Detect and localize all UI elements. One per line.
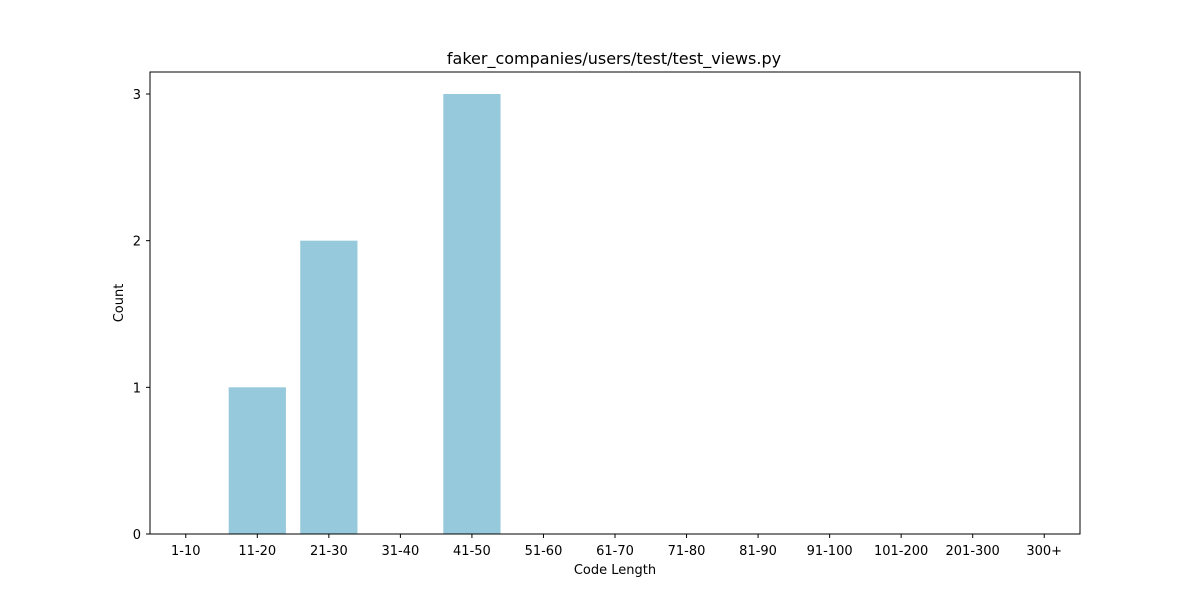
y-axis: 0 1 2 3 bbox=[133, 88, 150, 543]
x-tick-label: 21-30 bbox=[310, 544, 348, 559]
x-tick-label: 41-50 bbox=[453, 544, 491, 559]
x-tick-label: 91-100 bbox=[807, 544, 853, 559]
x-tick-label: 81-90 bbox=[739, 544, 777, 559]
x-tick-label: 61-70 bbox=[596, 544, 634, 559]
x-axis-label: Code Length bbox=[574, 563, 656, 578]
x-tick-label: 201-300 bbox=[946, 544, 1000, 559]
y-tick-label: 3 bbox=[133, 88, 141, 103]
y-tick-label: 2 bbox=[133, 235, 141, 250]
x-tick-label: 31-40 bbox=[381, 544, 419, 559]
bars-layer bbox=[228, 94, 501, 535]
y-tick-label: 0 bbox=[133, 528, 141, 543]
bar-21-30 bbox=[300, 240, 358, 535]
x-tick-label: 300+ bbox=[1026, 544, 1062, 559]
x-tick-label: 101-200 bbox=[874, 544, 928, 559]
x-tick-label: 1-10 bbox=[171, 544, 201, 559]
bar-11-20 bbox=[228, 387, 286, 534]
chart-title: faker_companies/users/test/test_views.py bbox=[447, 49, 781, 69]
x-tick-label: 51-60 bbox=[525, 544, 563, 559]
y-axis-label: Count bbox=[112, 284, 127, 323]
x-axis: 1-10 11-20 21-30 31-40 41-50 51-60 61-70 71-80 8… bbox=[171, 534, 1062, 559]
x-tick-label: 71-80 bbox=[668, 544, 706, 559]
y-tick-label: 1 bbox=[133, 381, 141, 396]
x-tick-label: 11-20 bbox=[238, 544, 276, 559]
plot-frame bbox=[149, 71, 1081, 535]
bar-41-50 bbox=[443, 94, 501, 534]
